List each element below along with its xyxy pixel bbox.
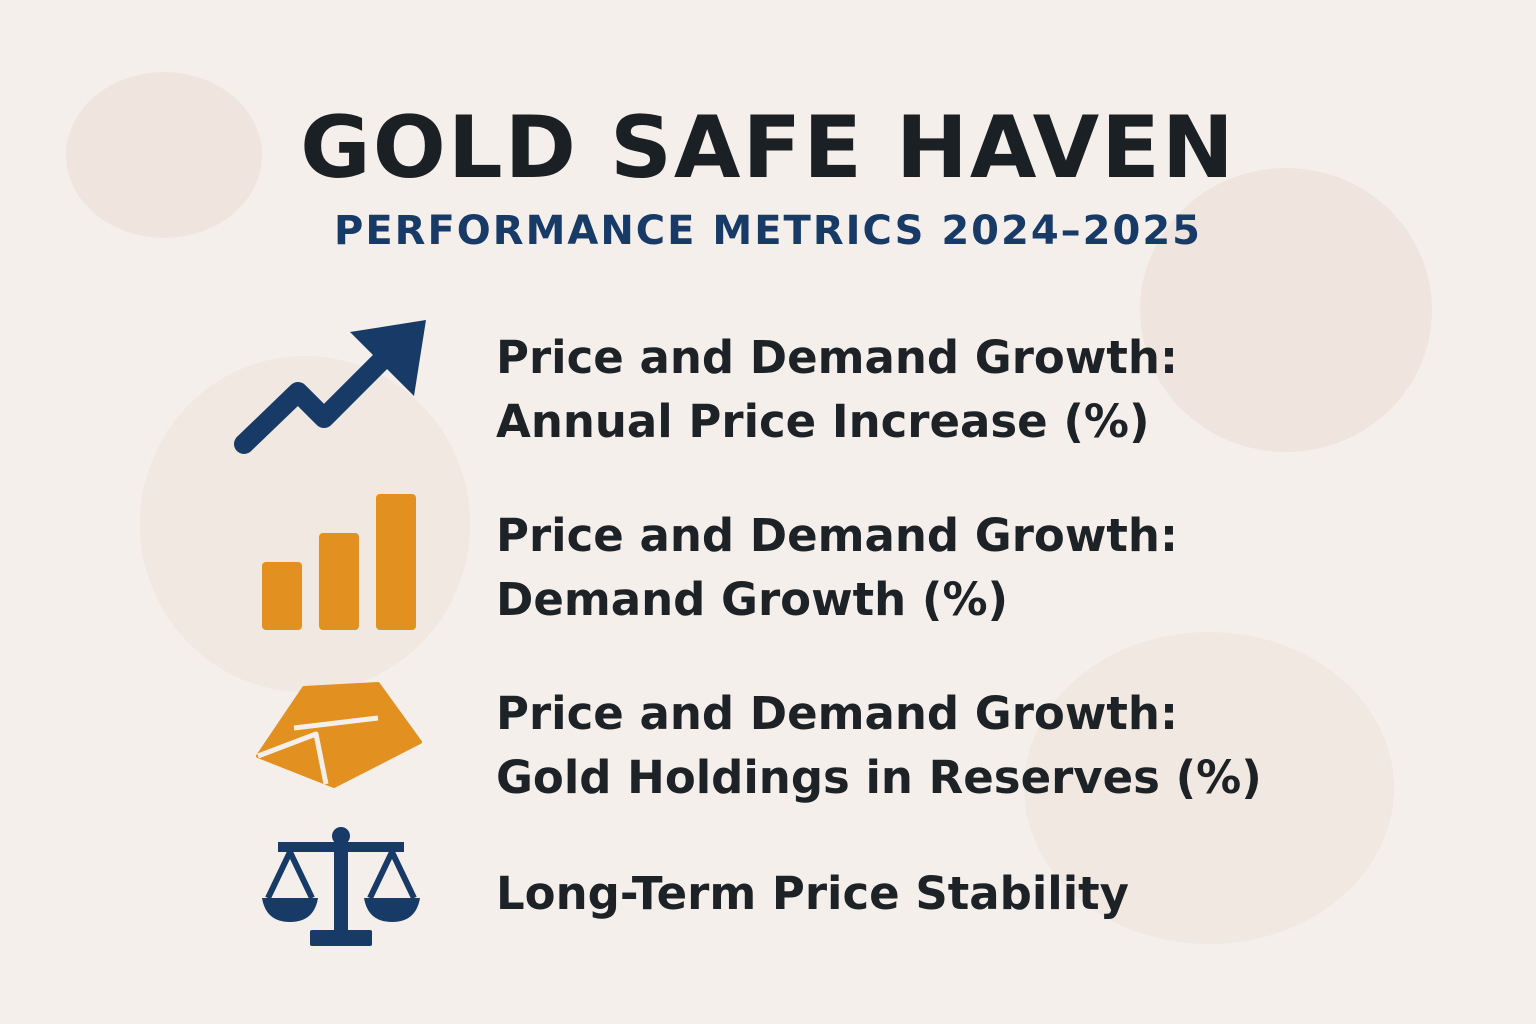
balance-scale-icon bbox=[262, 827, 420, 946]
metric-heading: Price and Demand Growth: bbox=[496, 509, 1178, 562]
page-subtitle: PERFORMANCE METRICS 2024–2025 bbox=[334, 208, 1202, 254]
metric-heading: Price and Demand Growth: bbox=[496, 687, 1178, 740]
page-title: GOLD SAFE HAVEN bbox=[300, 98, 1236, 198]
trend-arrow-icon bbox=[234, 320, 426, 454]
gold-bar-icon bbox=[256, 682, 422, 788]
bar-chart-icon bbox=[262, 494, 416, 630]
background-circle bbox=[1140, 168, 1432, 452]
metric-long-term-stability: Long-Term Price Stability bbox=[496, 862, 1276, 926]
metric-detail: Annual Price Increase (%) bbox=[496, 395, 1150, 448]
metric-gold-holdings: Price and Demand Growth: Gold Holdings i… bbox=[496, 682, 1276, 810]
metric-detail: Gold Holdings in Reserves (%) bbox=[496, 751, 1262, 804]
metric-heading: Price and Demand Growth: bbox=[496, 331, 1178, 384]
metric-heading: Long-Term Price Stability bbox=[496, 867, 1129, 920]
background-circle bbox=[66, 72, 262, 238]
metric-detail: Demand Growth (%) bbox=[496, 573, 1009, 626]
metric-demand-growth: Price and Demand Growth: Demand Growth (… bbox=[496, 504, 1276, 632]
metric-annual-price-increase: Price and Demand Growth: Annual Price In… bbox=[496, 326, 1276, 454]
background-circle bbox=[1024, 632, 1394, 944]
